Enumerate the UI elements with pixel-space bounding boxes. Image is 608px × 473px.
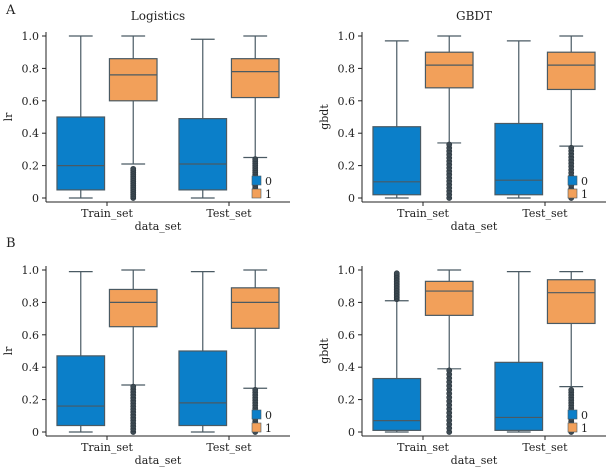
x-tick-label: Test_set — [206, 207, 252, 220]
x-tick-label: Test_set — [522, 441, 568, 454]
legend-swatch-0 — [567, 409, 578, 420]
y-tick-label: 0.2 — [338, 394, 356, 407]
chart-panel-4: 0 0.2 0.4 0.6 0.8 1.0 Train_set Test_set data_se… — [318, 264, 606, 467]
box-0 — [56, 355, 106, 427]
outlier-point — [252, 156, 259, 163]
legend-label-0: 0 — [581, 175, 588, 188]
y-tick-label: 0.2 — [338, 160, 356, 173]
outlier-point — [446, 141, 453, 148]
y-tick-label: 1.0 — [22, 30, 40, 43]
box-1 — [108, 58, 158, 102]
y-tick-label: 0.8 — [338, 62, 356, 75]
x-axis-label: data_set — [135, 220, 182, 233]
outlier-point — [393, 270, 400, 277]
y-tick-label: 0 — [348, 192, 355, 205]
y-tick-label: 0.8 — [338, 296, 356, 309]
legend-swatch-1 — [567, 422, 578, 433]
legend-swatch-1 — [567, 188, 578, 199]
y-tick-label: 0.2 — [22, 160, 40, 173]
legend-swatch-0 — [251, 409, 262, 420]
y-tick-label: 0.8 — [22, 62, 40, 75]
outlier-point — [130, 165, 137, 172]
y-tick-label: 0 — [32, 426, 39, 439]
legend-swatch-1 — [251, 188, 262, 199]
y-tick-label: 0 — [348, 426, 355, 439]
x-axis-label: data_set — [451, 454, 498, 467]
box-1 — [108, 288, 158, 328]
chart-title: Logistics — [131, 9, 185, 23]
legend-label-0: 0 — [581, 409, 588, 422]
chart-panel-3: 0 0.2 0.4 0.6 0.8 1.0 Train_set Test_set data_se… — [2, 264, 290, 467]
legend-label-1: 1 — [581, 188, 588, 201]
y-axis-label: gbdt — [318, 338, 331, 364]
outlier-point — [446, 367, 453, 374]
box-0 — [178, 350, 228, 427]
box-1 — [230, 287, 280, 329]
legend-label-1: 1 — [265, 422, 272, 435]
outlier-point — [252, 386, 259, 393]
panel-label-a: A — [6, 3, 16, 18]
chart-panel-1: 0 0.2 0.4 0.6 0.8 1.0 Train_set Test_set data_se… — [2, 9, 290, 233]
y-tick-label: 0.6 — [338, 329, 356, 342]
x-axis-label: data_set — [451, 220, 498, 233]
y-axis-label: lr — [2, 112, 15, 122]
box-0 — [494, 361, 544, 431]
y-tick-label: 0.6 — [22, 95, 40, 108]
legend-label-1: 1 — [265, 188, 272, 201]
x-tick-label: Test_set — [522, 207, 568, 220]
legend-swatch-1 — [251, 422, 262, 433]
y-tick-label: 0.2 — [22, 394, 40, 407]
legend-label-1: 1 — [581, 422, 588, 435]
box-1 — [546, 51, 596, 91]
y-tick-label: 0.8 — [22, 296, 40, 309]
x-tick-label: Test_set — [206, 441, 252, 454]
legend-swatch-0 — [567, 175, 578, 186]
y-tick-label: 1.0 — [22, 264, 40, 277]
outlier-point — [568, 386, 575, 393]
box-0 — [372, 377, 422, 431]
box-1 — [424, 280, 474, 316]
chart-title: GBDT — [456, 9, 492, 23]
y-tick-label: 0.6 — [22, 329, 40, 342]
y-axis-label: lr — [2, 346, 15, 356]
box-0 — [372, 126, 422, 196]
y-tick-label: 1.0 — [338, 30, 356, 43]
y-tick-label: 0 — [32, 192, 39, 205]
y-tick-label: 0.4 — [22, 127, 40, 140]
box-1 — [230, 58, 280, 99]
x-tick-label: Train_set — [81, 207, 133, 220]
outlier-point — [568, 144, 575, 151]
legend-label-0: 0 — [265, 409, 272, 422]
y-tick-label: 0.4 — [22, 361, 40, 374]
y-tick-label: 0.4 — [338, 361, 356, 374]
box-0 — [178, 118, 228, 191]
y-tick-label: 1.0 — [338, 264, 356, 277]
box-1 — [546, 279, 596, 325]
box-1 — [424, 51, 474, 89]
panel-label-b: B — [6, 236, 16, 251]
box-0 — [56, 116, 106, 191]
legend-swatch-0 — [251, 175, 262, 186]
x-tick-label: Train_set — [81, 441, 133, 454]
y-tick-label: 0.6 — [338, 95, 356, 108]
y-tick-label: 0.4 — [338, 127, 356, 140]
x-axis-label: data_set — [135, 454, 182, 467]
box-0 — [494, 122, 544, 196]
x-tick-label: Train_set — [397, 441, 449, 454]
chart-panel-2: 0 0.2 0.4 0.6 0.8 1.0 Train_set Test_set data_se… — [318, 9, 606, 233]
y-axis-label: gbdt — [318, 104, 331, 130]
x-tick-label: Train_set — [397, 207, 449, 220]
outlier-point — [130, 383, 137, 390]
legend-label-0: 0 — [265, 175, 272, 188]
